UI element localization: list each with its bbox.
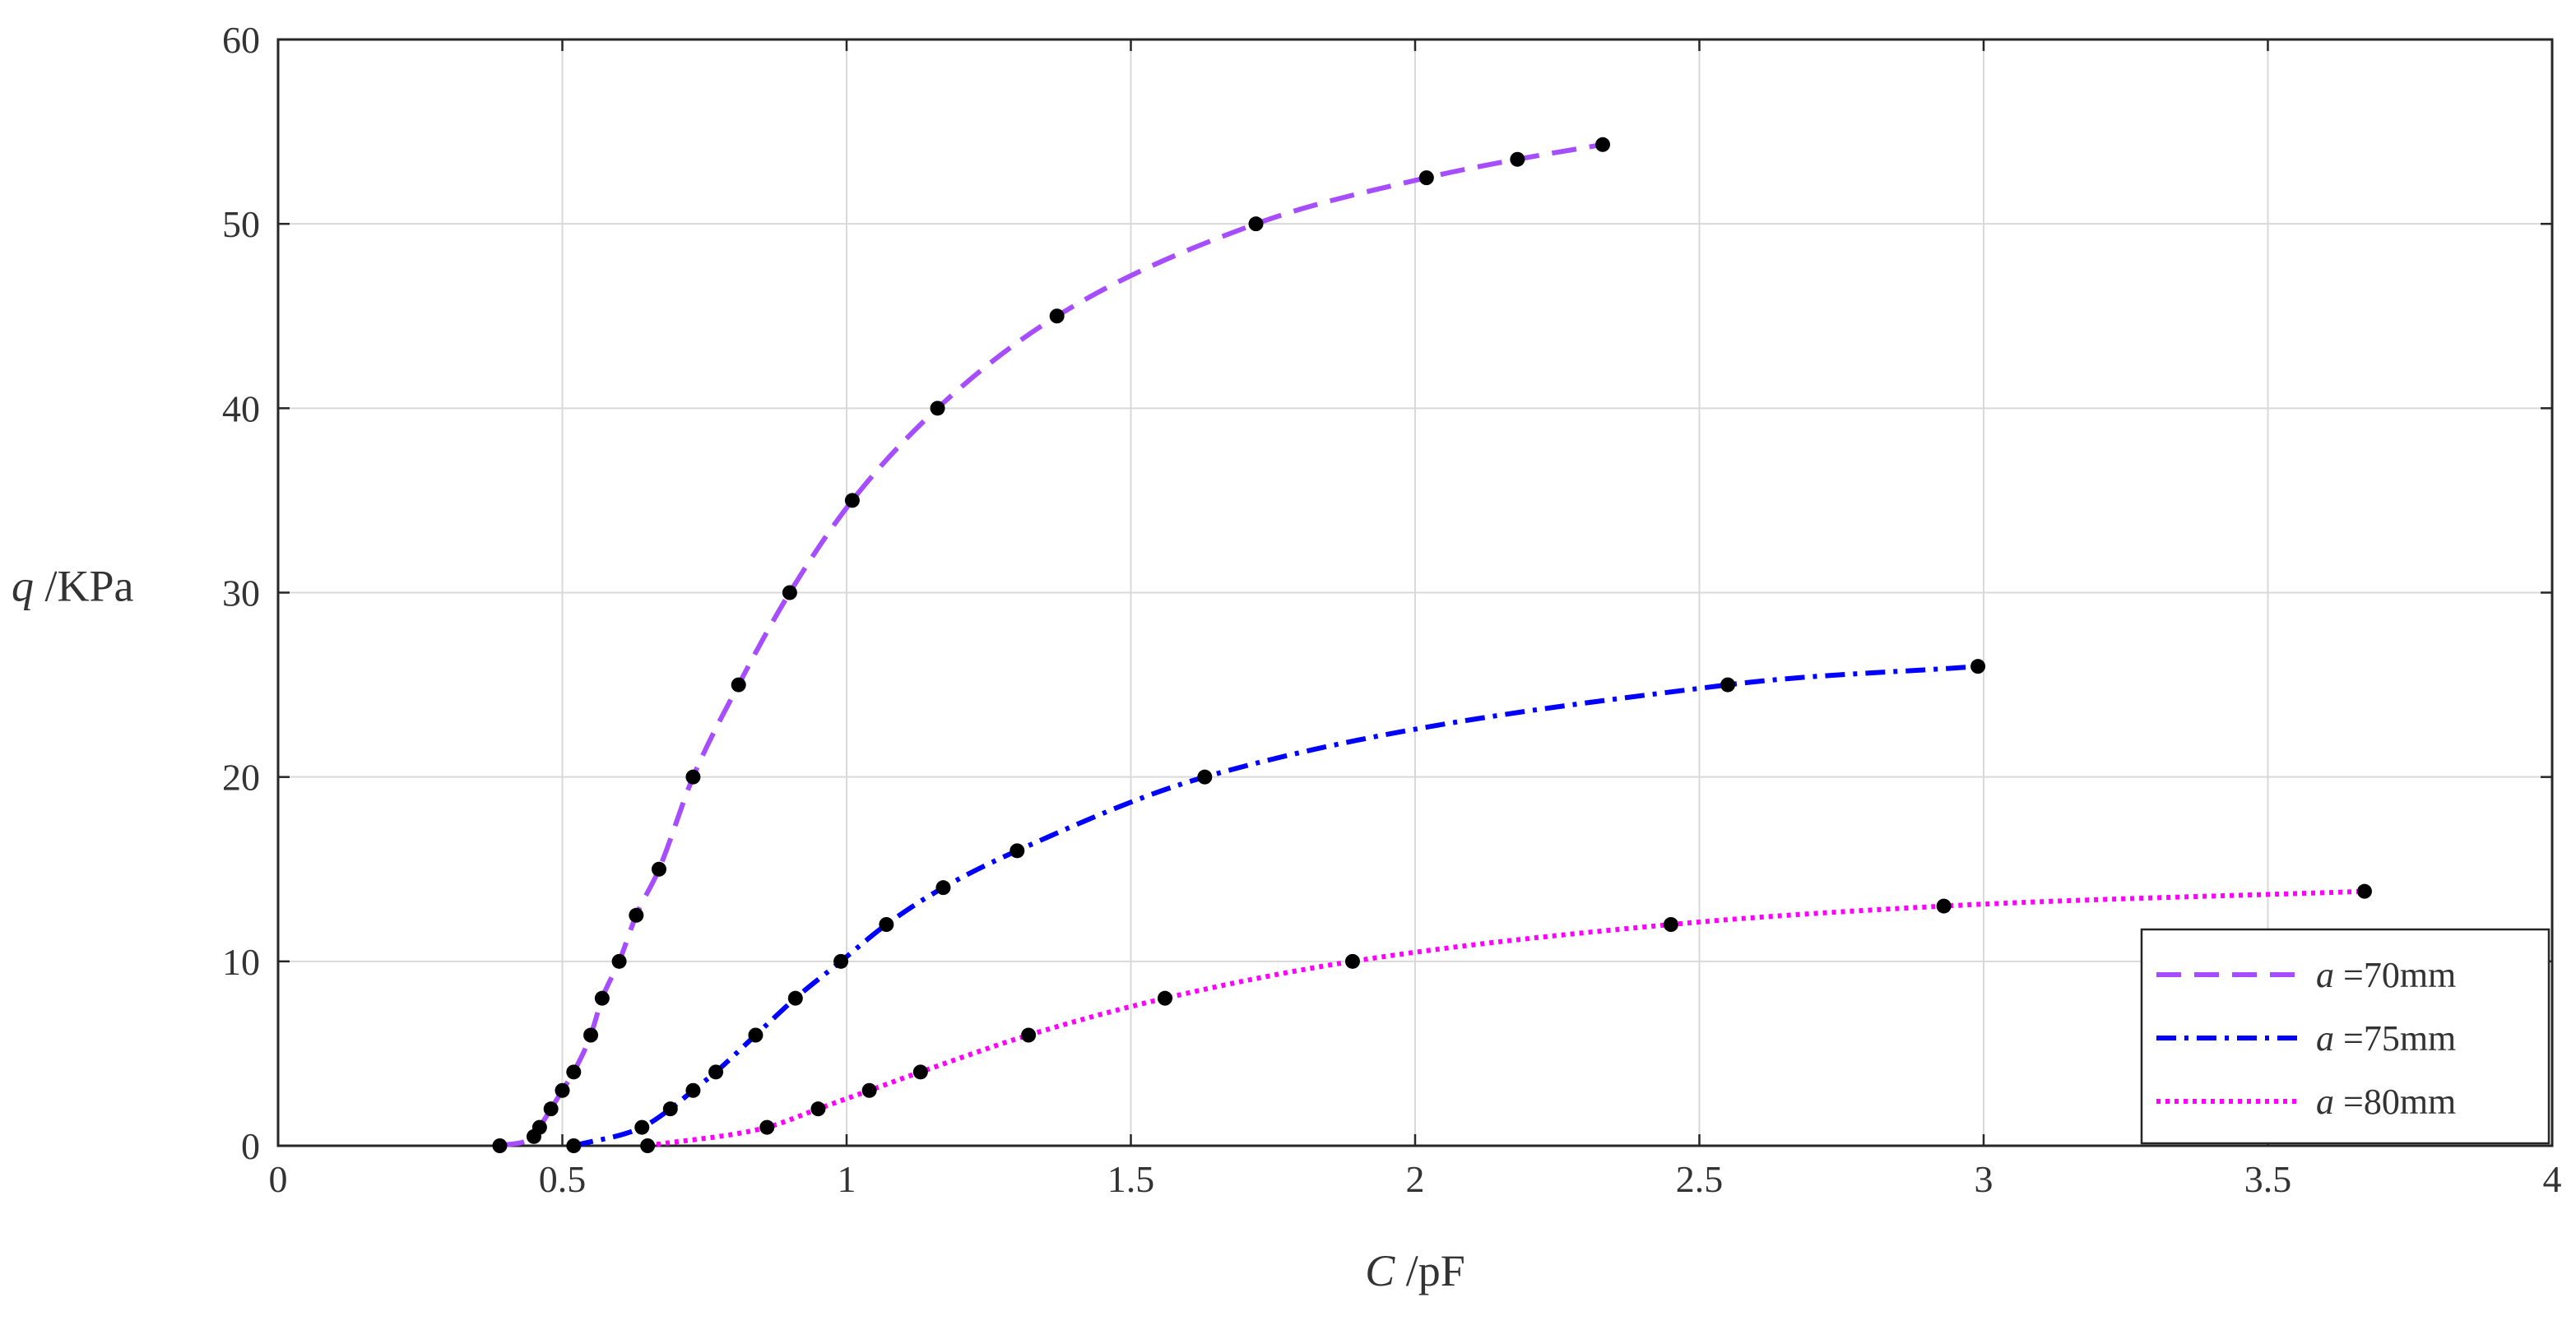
y-tick-label: 60 bbox=[222, 19, 260, 61]
data-point bbox=[748, 1027, 764, 1043]
data-point bbox=[611, 953, 627, 969]
data-point bbox=[1049, 308, 1065, 324]
data-point bbox=[1157, 990, 1172, 1006]
axis-labels: C /pF q /KPa bbox=[12, 562, 1465, 1296]
data-point bbox=[787, 990, 803, 1006]
legend-label-3: a =80mm bbox=[2316, 1082, 2456, 1122]
data-point bbox=[662, 1101, 678, 1117]
x-tick-label: 0 bbox=[269, 1158, 288, 1200]
y-tick-label: 10 bbox=[222, 941, 260, 983]
data-point bbox=[731, 677, 746, 693]
y-tick-label: 50 bbox=[222, 203, 260, 245]
data-point bbox=[1970, 659, 1986, 674]
legend-variable-1: a bbox=[2316, 955, 2334, 995]
x-tick-label: 2 bbox=[1406, 1158, 1425, 1200]
x-axis-label: C /pF bbox=[1365, 1246, 1465, 1295]
data-point bbox=[634, 1119, 650, 1135]
legend: a =70mm a =75mm a =80mm bbox=[2140, 928, 2550, 1145]
data-point bbox=[833, 953, 849, 969]
legend-label-2: a =75mm bbox=[2316, 1018, 2456, 1059]
y-tick-label: 20 bbox=[222, 757, 260, 799]
data-point bbox=[930, 401, 945, 416]
y-axis-label: q /KPa bbox=[12, 562, 134, 611]
data-point bbox=[629, 907, 644, 923]
data-point bbox=[640, 1138, 656, 1153]
legend-entry-3: a =80mm bbox=[2156, 1082, 2456, 1122]
legend-value-2: =75mm bbox=[2334, 1018, 2456, 1059]
series-points-1 bbox=[492, 137, 1611, 1153]
data-point bbox=[1595, 137, 1611, 152]
data-point bbox=[543, 1101, 559, 1117]
data-point bbox=[566, 1138, 582, 1153]
y-axis-variable: q bbox=[12, 562, 34, 611]
data-point bbox=[935, 880, 951, 896]
x-tick-label: 3.5 bbox=[2244, 1158, 2292, 1200]
data-point bbox=[879, 917, 894, 932]
data-point bbox=[1720, 677, 1736, 693]
x-tick-label: 4 bbox=[2543, 1158, 2562, 1200]
legend-variable-3: a bbox=[2316, 1082, 2334, 1122]
data-point bbox=[651, 861, 666, 877]
series bbox=[492, 137, 2372, 1153]
data-point bbox=[1510, 151, 1525, 167]
data-point bbox=[492, 1138, 508, 1153]
legend-entry-1: a =70mm bbox=[2156, 955, 2456, 995]
data-point bbox=[1010, 843, 1025, 859]
x-tick-label: 3 bbox=[1975, 1158, 1993, 1200]
x-tick-label: 1.5 bbox=[1107, 1158, 1155, 1200]
data-point bbox=[759, 1119, 775, 1135]
data-point bbox=[1344, 953, 1360, 969]
data-point bbox=[1936, 898, 1952, 914]
data-point bbox=[555, 1082, 570, 1098]
series-3 bbox=[647, 888, 2365, 1148]
data-point bbox=[782, 585, 797, 600]
data-point bbox=[708, 1064, 724, 1080]
data-point bbox=[810, 1101, 826, 1117]
y-tick-label: 30 bbox=[222, 572, 260, 614]
x-tick-label: 1 bbox=[838, 1158, 856, 1200]
data-point bbox=[861, 1082, 877, 1098]
data-point bbox=[566, 1064, 582, 1080]
x-axis-variable: C bbox=[1365, 1246, 1395, 1295]
series-points-2 bbox=[566, 659, 1986, 1153]
data-point bbox=[1197, 769, 1213, 785]
series-line-3 bbox=[647, 888, 2365, 1148]
x-tick-label: 0.5 bbox=[539, 1158, 587, 1200]
legend-value-1: =70mm bbox=[2334, 955, 2456, 995]
data-point bbox=[594, 990, 610, 1006]
data-point bbox=[1248, 216, 1264, 232]
y-tick-label: 40 bbox=[222, 387, 260, 429]
y-tick-label: 0 bbox=[241, 1125, 260, 1167]
data-point bbox=[685, 1082, 701, 1098]
data-point bbox=[2356, 883, 2372, 899]
x-tick-label: 2.5 bbox=[1676, 1158, 1724, 1200]
legend-label-1: a =70mm bbox=[2316, 955, 2456, 995]
series-points-3 bbox=[640, 883, 2372, 1153]
data-point bbox=[1663, 917, 1678, 932]
x-axis-unit: /pF bbox=[1395, 1246, 1465, 1295]
data-point bbox=[531, 1119, 547, 1135]
y-axis-unit: /KPa bbox=[34, 562, 134, 611]
data-point bbox=[583, 1027, 599, 1043]
data-point bbox=[685, 769, 701, 785]
data-point bbox=[1418, 170, 1434, 186]
data-point bbox=[912, 1064, 928, 1080]
legend-entry-2: a =75mm bbox=[2156, 1018, 2456, 1059]
data-point bbox=[1021, 1027, 1037, 1043]
legend-variable-2: a bbox=[2316, 1018, 2334, 1059]
data-point bbox=[844, 493, 860, 508]
legend-value-3: =80mm bbox=[2334, 1082, 2456, 1122]
